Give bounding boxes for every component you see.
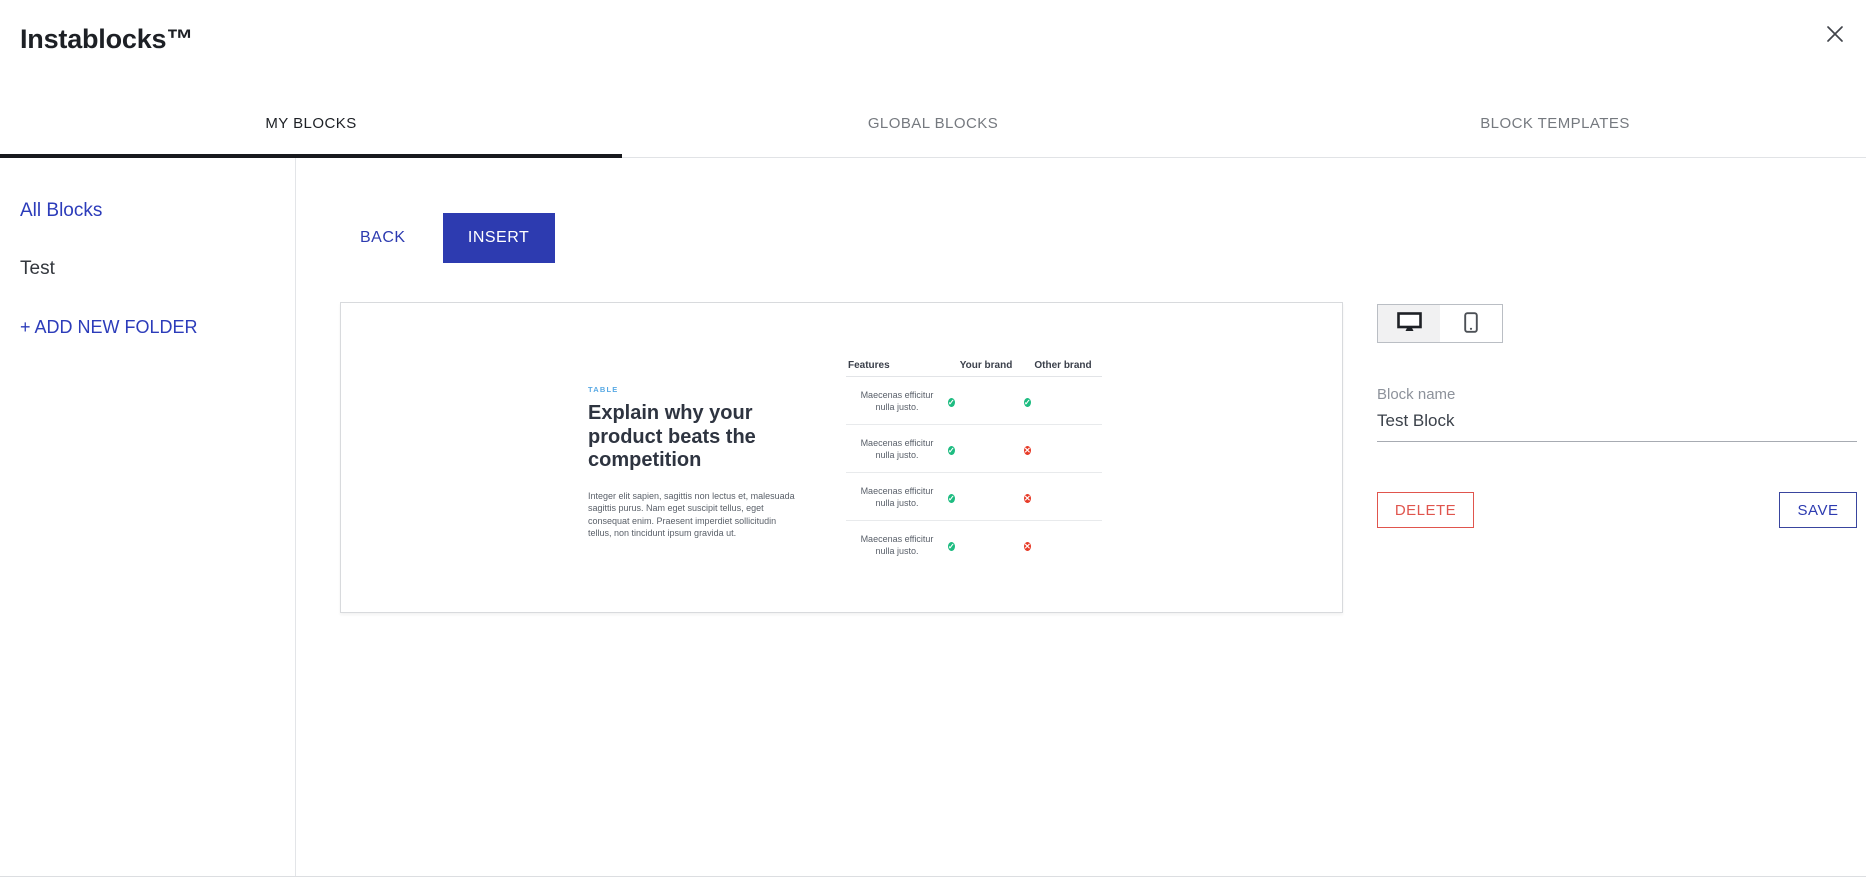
cross-icon: ✕: [1024, 493, 1031, 503]
mobile-view-button[interactable]: [1440, 305, 1502, 342]
add-new-folder-button[interactable]: + ADD NEW FOLDER: [20, 317, 198, 337]
column-header-other-brand: Other brand: [1034, 360, 1092, 371]
tab-label: MY BLOCKS: [265, 115, 357, 132]
table-row: Maecenas efficitur nulla justo. ✓ ✕: [846, 521, 1102, 569]
main-panel: BACK INSERT TABLE Explain why your produ…: [296, 158, 1866, 876]
icon-cell: ✕: [1024, 440, 1102, 458]
check-icon: ✓: [948, 445, 955, 455]
tab-my-blocks[interactable]: MY BLOCKS: [0, 90, 622, 158]
block-actions: BACK INSERT: [340, 213, 555, 263]
folders-sidebar: All Blocks Test + ADD NEW FOLDER: [0, 158, 296, 876]
tab-label: BLOCK TEMPLATES: [1480, 115, 1630, 132]
block-name-input[interactable]: [1377, 409, 1857, 442]
delete-button[interactable]: DELETE: [1377, 492, 1474, 528]
column-header-features: Features: [848, 360, 890, 371]
mobile-icon: [1464, 311, 1478, 336]
table-row: Maecenas efficitur nulla justo. ✓ ✕: [846, 425, 1102, 473]
check-icon: ✓: [948, 542, 955, 551]
feature-cell: Maecenas efficitur nulla justo.: [860, 437, 934, 460]
back-button[interactable]: BACK: [340, 213, 426, 263]
dialog-body: All Blocks Test + ADD NEW FOLDER BACK IN…: [0, 158, 1866, 876]
table-row: Maecenas efficitur nulla justo. ✓ ✓: [846, 377, 1102, 425]
cross-icon: ✕: [1024, 542, 1031, 551]
sidebar-item-test[interactable]: Test: [20, 258, 55, 279]
check-icon: ✓: [1024, 397, 1031, 407]
desktop-icon: [1396, 312, 1422, 335]
feature-cell: Maecenas efficitur nulla justo.: [860, 389, 934, 412]
column-header-your-brand: Your brand: [959, 360, 1013, 371]
icon-cell: ✓: [1024, 392, 1102, 410]
block-preview-card[interactable]: TABLE Explain why your product beats the…: [340, 302, 1343, 613]
close-button[interactable]: [1820, 20, 1850, 50]
feature-cell: Maecenas efficitur nulla justo.: [860, 485, 934, 508]
preview-paragraph: Integer elit sapien, sagittis non lectus…: [588, 490, 795, 539]
icon-cell: ✕: [1024, 488, 1102, 506]
modal-title: Instablocks™: [20, 24, 194, 54]
preview-copy-column: TABLE Explain why your product beats the…: [588, 385, 798, 540]
modal-header: Instablocks™: [0, 0, 1866, 90]
preview-table-rows: Maecenas efficitur nulla justo. ✓ ✓ Maecena…: [846, 377, 1102, 569]
icon-cell: ✕: [1024, 536, 1102, 554]
tab-block-templates[interactable]: BLOCK TEMPLATES: [1244, 90, 1866, 157]
icon-cell: ✓: [948, 440, 1024, 458]
check-icon: ✓: [948, 493, 955, 503]
sidebar-item-all-blocks[interactable]: All Blocks: [20, 200, 103, 221]
table-row: Maecenas efficitur nulla justo. ✓ ✕: [846, 473, 1102, 521]
feature-cell: Maecenas efficitur nulla justo.: [860, 534, 934, 556]
check-icon: ✓: [948, 397, 955, 407]
block-inspector: Block name DELETE SAVE: [1377, 304, 1857, 528]
inspector-actions: DELETE SAVE: [1377, 492, 1857, 528]
block-name-label: Block name: [1377, 386, 1456, 403]
preview-table-header: Features Your brand Other brand: [846, 355, 1102, 377]
close-icon: [1825, 24, 1845, 47]
save-button[interactable]: SAVE: [1779, 492, 1857, 528]
tab-bar: MY BLOCKS GLOBAL BLOCKS BLOCK TEMPLATES: [0, 90, 1866, 158]
icon-cell: ✓: [948, 392, 1024, 410]
preview-comparison-table: Features Your brand Other brand Maecenas…: [846, 355, 1102, 569]
icon-cell: ✓: [948, 488, 1024, 506]
icon-cell: ✓: [948, 536, 1024, 554]
device-toggle: [1377, 304, 1503, 343]
preview-eyebrow: TABLE: [588, 385, 619, 394]
cross-icon: ✕: [1024, 445, 1031, 455]
tab-label: GLOBAL BLOCKS: [867, 115, 999, 132]
preview-heading: Explain why your product beats the compe…: [588, 402, 756, 471]
desktop-view-button[interactable]: [1378, 305, 1440, 342]
tab-global-blocks[interactable]: GLOBAL BLOCKS: [622, 90, 1244, 157]
insert-button[interactable]: INSERT: [442, 213, 555, 263]
